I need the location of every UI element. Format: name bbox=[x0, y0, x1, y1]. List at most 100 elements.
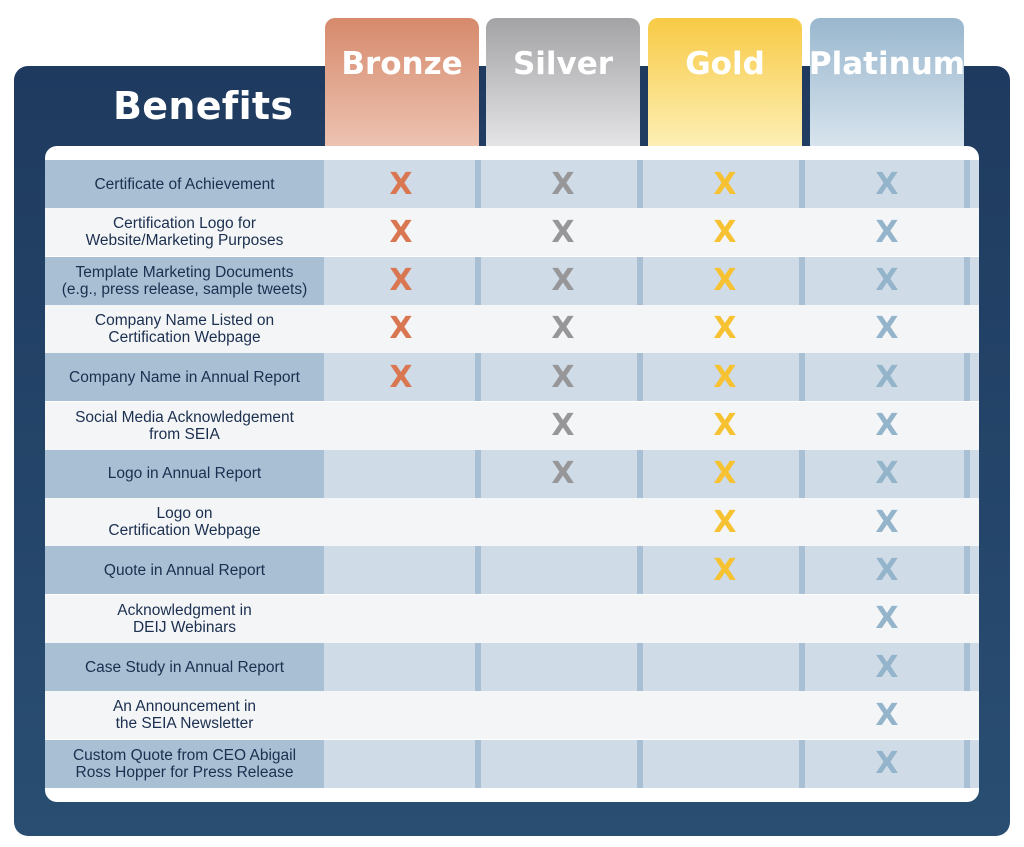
included-mark-platinum: X bbox=[875, 263, 899, 299]
benefit-label: Quote in Annual Report bbox=[45, 546, 324, 595]
included-mark-bronze: X bbox=[389, 311, 413, 347]
included-mark-gold: X bbox=[713, 214, 737, 250]
table-row: Social Media Acknowledgement from SEIA X X… bbox=[45, 401, 979, 450]
benefit-label: Logo on Certification Webpage bbox=[108, 505, 261, 540]
column-divider bbox=[637, 498, 643, 546]
included-mark-platinum: X bbox=[875, 166, 899, 202]
column-divider bbox=[799, 160, 805, 208]
included-mark-gold: X bbox=[713, 311, 737, 347]
column-divider bbox=[637, 353, 643, 402]
tier-header-gold: Gold bbox=[648, 18, 802, 150]
table-row: Certification Logo for Website/Marketing… bbox=[45, 208, 979, 257]
column-divider bbox=[964, 546, 970, 595]
included-mark-platinum: X bbox=[875, 601, 899, 637]
column-divider bbox=[964, 256, 970, 305]
included-mark-silver: X bbox=[551, 456, 575, 492]
column-divider bbox=[637, 691, 643, 739]
column-divider bbox=[799, 546, 805, 595]
included-mark-platinum: X bbox=[875, 214, 899, 250]
tier-label: Silver bbox=[512, 46, 614, 82]
table-row: Acknowledgment in DEIJ Webinars X bbox=[45, 594, 979, 643]
column-divider bbox=[475, 402, 481, 450]
column-divider bbox=[799, 353, 805, 402]
column-divider bbox=[964, 160, 970, 208]
column-divider bbox=[964, 449, 970, 498]
included-mark-bronze: X bbox=[389, 263, 413, 299]
table-row: Logo on Certification Webpage X X bbox=[45, 498, 979, 547]
table-row: Company Name in Annual Report X X X X bbox=[45, 353, 979, 402]
column-divider bbox=[475, 691, 481, 739]
included-mark-gold: X bbox=[713, 359, 737, 395]
benefits-heading: Benefits bbox=[113, 84, 294, 128]
column-divider bbox=[637, 160, 643, 208]
benefit-label: Logo in Annual Report bbox=[45, 449, 324, 498]
included-mark-silver: X bbox=[551, 214, 575, 250]
column-divider bbox=[799, 739, 805, 788]
included-mark-platinum: X bbox=[875, 456, 899, 492]
column-divider bbox=[964, 691, 970, 739]
included-mark-platinum: X bbox=[875, 746, 899, 782]
table-row: Template Marketing Documents (e.g., pres… bbox=[45, 256, 979, 305]
table-row: Company Name Listed on Certification Web… bbox=[45, 304, 979, 353]
column-divider bbox=[637, 546, 643, 595]
table-row: Custom Quote from CEO Abigail Ross Hoppe… bbox=[45, 739, 979, 788]
included-mark-silver: X bbox=[551, 166, 575, 202]
included-mark-silver: X bbox=[551, 359, 575, 395]
included-mark-platinum: X bbox=[875, 649, 899, 685]
included-mark-silver: X bbox=[551, 408, 575, 443]
column-divider bbox=[475, 595, 481, 643]
tier-header-bronze: Bronze bbox=[325, 18, 479, 150]
table-row: An Announcement in the SEIA Newsletter X bbox=[45, 691, 979, 740]
benefit-label: Template Marketing Documents (e.g., pres… bbox=[45, 256, 324, 305]
column-divider bbox=[475, 160, 481, 208]
column-divider bbox=[475, 256, 481, 305]
tier-label: Bronze bbox=[341, 46, 463, 82]
tier-label: Gold bbox=[685, 46, 765, 82]
included-mark-bronze: X bbox=[389, 166, 413, 202]
column-divider bbox=[475, 546, 481, 595]
column-divider bbox=[964, 305, 970, 353]
table-row: Logo in Annual Report X X X bbox=[45, 449, 979, 498]
column-divider bbox=[799, 643, 805, 691]
column-divider bbox=[637, 449, 643, 498]
tier-label: Platinum bbox=[808, 46, 966, 82]
benefit-label: Custom Quote from CEO Abigail Ross Hoppe… bbox=[45, 739, 324, 788]
column-divider bbox=[799, 691, 805, 739]
column-divider bbox=[799, 256, 805, 305]
included-mark-bronze: X bbox=[389, 359, 413, 395]
benefit-label: Case Study in Annual Report bbox=[45, 643, 324, 691]
included-mark-platinum: X bbox=[875, 552, 899, 588]
tier-header-silver: Silver bbox=[486, 18, 640, 150]
column-divider bbox=[964, 498, 970, 546]
included-mark-gold: X bbox=[713, 408, 737, 443]
tier-header-platinum: Platinum bbox=[808, 18, 966, 150]
column-divider bbox=[799, 449, 805, 498]
column-divider bbox=[475, 449, 481, 498]
included-mark-platinum: X bbox=[875, 697, 899, 733]
table-row: Certificate of Achievement X X X X bbox=[45, 160, 979, 208]
benefit-label: Company Name in Annual Report bbox=[45, 353, 324, 402]
column-divider bbox=[637, 595, 643, 643]
table-row: Quote in Annual Report X X bbox=[45, 546, 979, 595]
included-mark-platinum: X bbox=[875, 359, 899, 395]
included-mark-gold: X bbox=[713, 263, 737, 299]
benefit-label: Social Media Acknowledgement from SEIA bbox=[75, 408, 294, 443]
included-mark-platinum: X bbox=[875, 311, 899, 347]
included-mark-silver: X bbox=[551, 263, 575, 299]
included-mark-gold: X bbox=[713, 166, 737, 202]
included-mark-silver: X bbox=[551, 311, 575, 347]
included-mark-bronze: X bbox=[389, 214, 413, 250]
column-divider bbox=[964, 643, 970, 691]
benefit-label: An Announcement in the SEIA Newsletter bbox=[112, 698, 257, 733]
included-mark-platinum: X bbox=[875, 408, 899, 443]
column-divider bbox=[964, 353, 970, 402]
column-divider bbox=[964, 208, 970, 256]
column-divider bbox=[964, 402, 970, 450]
column-divider bbox=[475, 498, 481, 546]
benefit-label: Acknowledgment in DEIJ Webinars bbox=[117, 601, 252, 636]
column-divider bbox=[637, 256, 643, 305]
column-divider bbox=[799, 595, 805, 643]
column-divider bbox=[964, 739, 970, 788]
benefit-label: Certification Logo for Website/Marketing… bbox=[85, 215, 284, 250]
included-mark-gold: X bbox=[713, 504, 737, 540]
